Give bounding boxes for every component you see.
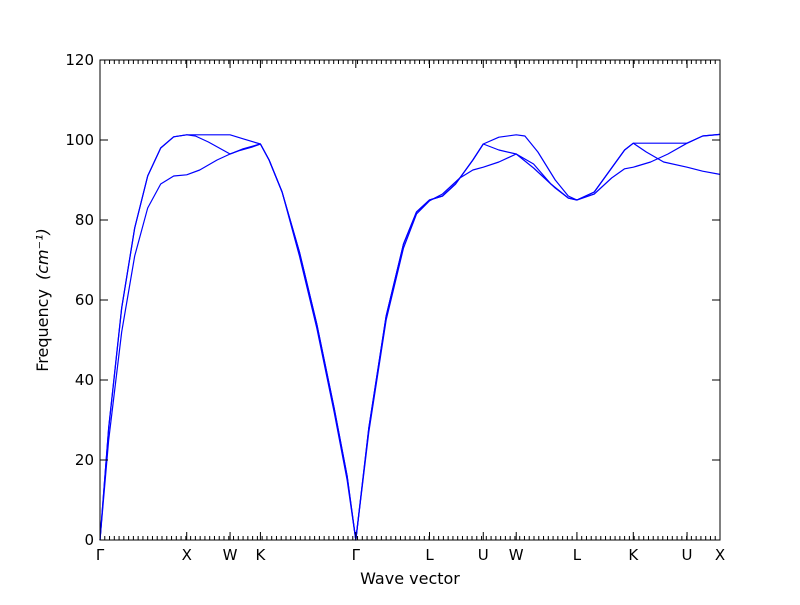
x-tick-label: K: [628, 546, 639, 564]
series-layer: [99, 133, 721, 541]
x-tick-label: W: [509, 546, 524, 564]
y-axis-label-text: Frequency: [33, 289, 52, 372]
y-axis-label-group: Frequency (cm⁻¹): [33, 228, 52, 371]
x-tick-label: X: [715, 546, 725, 564]
phonon-branch-3: [99, 133, 721, 541]
x-tick-label: U: [682, 546, 693, 564]
x-tick-label: L: [425, 546, 434, 564]
y-tick-label: 60: [75, 291, 94, 309]
x-axis-label: Wave vector: [360, 569, 460, 588]
plot-frame: [99, 59, 721, 541]
y-tick-label: 20: [75, 451, 94, 469]
x-tick-label: Γ: [352, 546, 361, 564]
y-tick-label: 100: [65, 131, 94, 149]
x-tick-label: Γ: [96, 546, 105, 564]
x-tick-label: L: [573, 546, 582, 564]
y-tick-label: 80: [75, 211, 94, 229]
x-tick-label: W: [223, 546, 238, 564]
y-tick-label: 40: [75, 371, 94, 389]
y-tick-label: 0: [84, 531, 94, 549]
y-axis-label-unit: (cm⁻¹): [33, 228, 52, 280]
y-axis-label: Frequency (cm⁻¹): [33, 228, 52, 371]
phonon-branch-1: [99, 133, 721, 541]
x-tick-label: X: [182, 546, 192, 564]
phonon-branch-2: [99, 134, 721, 541]
y-tick-label: 120: [65, 51, 94, 69]
x-tick-label: K: [255, 546, 266, 564]
x-tick-label: U: [478, 546, 489, 564]
